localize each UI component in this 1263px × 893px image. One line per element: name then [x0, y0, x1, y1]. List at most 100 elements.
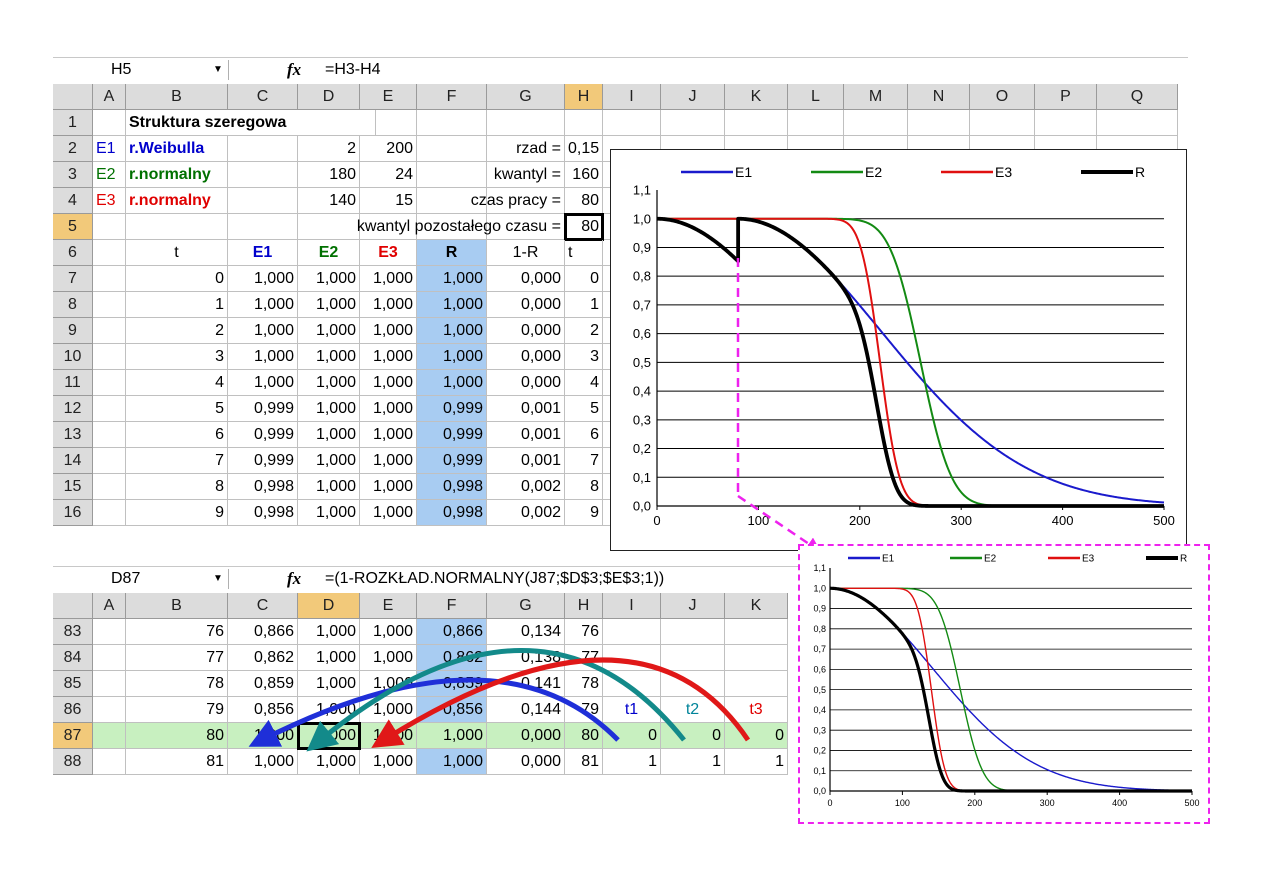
table-header[interactable]: E3	[360, 240, 417, 266]
column-header-l[interactable]: L	[788, 84, 844, 110]
chart-inset[interactable]: 0,0 0,1 0,2 0,3 0,4 0,5 0,6 0,7 0,8 0,9 1,0 1,1 0 100…	[798, 544, 1210, 824]
cell[interactable]	[360, 110, 417, 136]
table-cell[interactable]: 0,999	[228, 396, 298, 422]
table-cell[interactable]: 80	[126, 723, 228, 749]
table-cell[interactable]: 1,000	[228, 749, 298, 775]
element-id[interactable]: E1	[93, 136, 126, 162]
table-cell[interactable]: 1,000	[298, 697, 360, 723]
table-cell[interactable]: 6	[565, 422, 603, 448]
column-header-j[interactable]: J	[661, 593, 725, 619]
table-cell[interactable]: 0,999	[228, 422, 298, 448]
table-cell[interactable]: 3	[126, 344, 228, 370]
cell[interactable]	[126, 214, 228, 240]
table-cell[interactable]: 0,002	[487, 500, 565, 526]
cell[interactable]	[93, 422, 126, 448]
table-cell[interactable]: 0,999	[417, 422, 487, 448]
element-name[interactable]: r.Weibulla	[126, 136, 228, 162]
table-cell[interactable]: 1,000	[298, 448, 360, 474]
row-header[interactable]: 3	[53, 162, 93, 188]
table-cell[interactable]: 0,144	[487, 697, 565, 723]
table-cell[interactable]: t2	[661, 697, 725, 723]
cell[interactable]	[93, 266, 126, 292]
table-cell[interactable]: 1,000	[228, 370, 298, 396]
row-header[interactable]: 7	[53, 266, 93, 292]
cell[interactable]	[788, 110, 844, 136]
table-cell[interactable]: 0,141	[487, 671, 565, 697]
row-header[interactable]: 8	[53, 292, 93, 318]
param-value[interactable]: 24	[360, 162, 417, 188]
table-cell[interactable]: 7	[126, 448, 228, 474]
table-cell[interactable]: 0,000	[487, 749, 565, 775]
column-header-b[interactable]: B	[126, 593, 228, 619]
table-cell[interactable]: 9	[565, 500, 603, 526]
column-header-p[interactable]: P	[1035, 84, 1097, 110]
table-cell[interactable]: 0,859	[228, 671, 298, 697]
table-cell[interactable]: 1,000	[298, 396, 360, 422]
column-header-d[interactable]: D	[298, 84, 360, 110]
table-cell[interactable]: 9	[126, 500, 228, 526]
cell[interactable]	[487, 110, 565, 136]
value-rzad[interactable]: 0,15	[565, 136, 603, 162]
table-cell[interactable]: 0,000	[487, 723, 565, 749]
table-cell[interactable]: 0,999	[417, 448, 487, 474]
table-cell[interactable]: 1,000	[417, 292, 487, 318]
column-header-a[interactable]: A	[93, 593, 126, 619]
table-cell[interactable]: 1,000	[360, 292, 417, 318]
cell[interactable]	[565, 110, 603, 136]
corner-cell[interactable]	[53, 593, 93, 619]
chevron-down-icon[interactable]: ▼	[213, 573, 223, 584]
table-cell[interactable]: 79	[565, 697, 603, 723]
table-cell[interactable]: 0,998	[417, 500, 487, 526]
table-cell[interactable]: 1,000	[228, 723, 298, 749]
name-box[interactable]: D87	[53, 569, 229, 589]
cell[interactable]	[93, 619, 126, 645]
table-cell[interactable]: 0	[661, 723, 725, 749]
table-cell[interactable]: 3	[565, 344, 603, 370]
cell[interactable]	[970, 110, 1035, 136]
table-cell[interactable]: 1	[603, 749, 661, 775]
cell[interactable]	[93, 396, 126, 422]
row-header[interactable]: 15	[53, 474, 93, 500]
table-cell[interactable]: 0,000	[487, 318, 565, 344]
row-header[interactable]: 87	[53, 723, 93, 749]
cell[interactable]	[93, 697, 126, 723]
table-cell[interactable]: 0,998	[228, 500, 298, 526]
label-czas-pracy[interactable]: czas pracy =	[417, 188, 565, 214]
row-header[interactable]: 85	[53, 671, 93, 697]
table-cell[interactable]: 1,000	[360, 619, 417, 645]
table-cell[interactable]: 1,000	[417, 723, 487, 749]
param-value[interactable]: 180	[228, 162, 360, 188]
table-cell[interactable]: 1,000	[360, 318, 417, 344]
column-header-k[interactable]: K	[725, 84, 788, 110]
cell[interactable]	[93, 645, 126, 671]
row-header[interactable]: 12	[53, 396, 93, 422]
table-cell[interactable]: 1,000	[360, 474, 417, 500]
table-cell[interactable]: 4	[565, 370, 603, 396]
table-cell[interactable]: 1	[565, 292, 603, 318]
table-cell[interactable]: 76	[126, 619, 228, 645]
table-cell[interactable]: 1,000	[417, 266, 487, 292]
formula-input[interactable]: =H3-H4	[325, 61, 381, 78]
table-cell[interactable]: 0	[565, 266, 603, 292]
cell[interactable]	[725, 110, 788, 136]
cell[interactable]	[93, 344, 126, 370]
table-cell[interactable]: 1,000	[360, 749, 417, 775]
table-cell[interactable]: 1,000	[360, 500, 417, 526]
table-cell[interactable]	[725, 671, 788, 697]
table-cell[interactable]: 1,000	[298, 749, 360, 775]
table-cell[interactable]	[603, 619, 661, 645]
table-cell[interactable]: 1,000	[298, 292, 360, 318]
table-cell[interactable]: 1,000	[360, 671, 417, 697]
table-cell[interactable]: 0,000	[487, 370, 565, 396]
cell[interactable]	[93, 448, 126, 474]
cell[interactable]	[93, 671, 126, 697]
column-header-e[interactable]: E	[360, 593, 417, 619]
label-kwantyl[interactable]: kwantyl =	[417, 162, 565, 188]
table-cell[interactable]: 1,000	[228, 292, 298, 318]
param-value[interactable]: 200	[360, 136, 417, 162]
table-cell[interactable]: 1,000	[298, 645, 360, 671]
cell[interactable]	[603, 110, 661, 136]
table-cell[interactable]: 1,000	[228, 266, 298, 292]
table-cell[interactable]: 0,000	[487, 292, 565, 318]
table-cell[interactable]: 1,000	[417, 370, 487, 396]
